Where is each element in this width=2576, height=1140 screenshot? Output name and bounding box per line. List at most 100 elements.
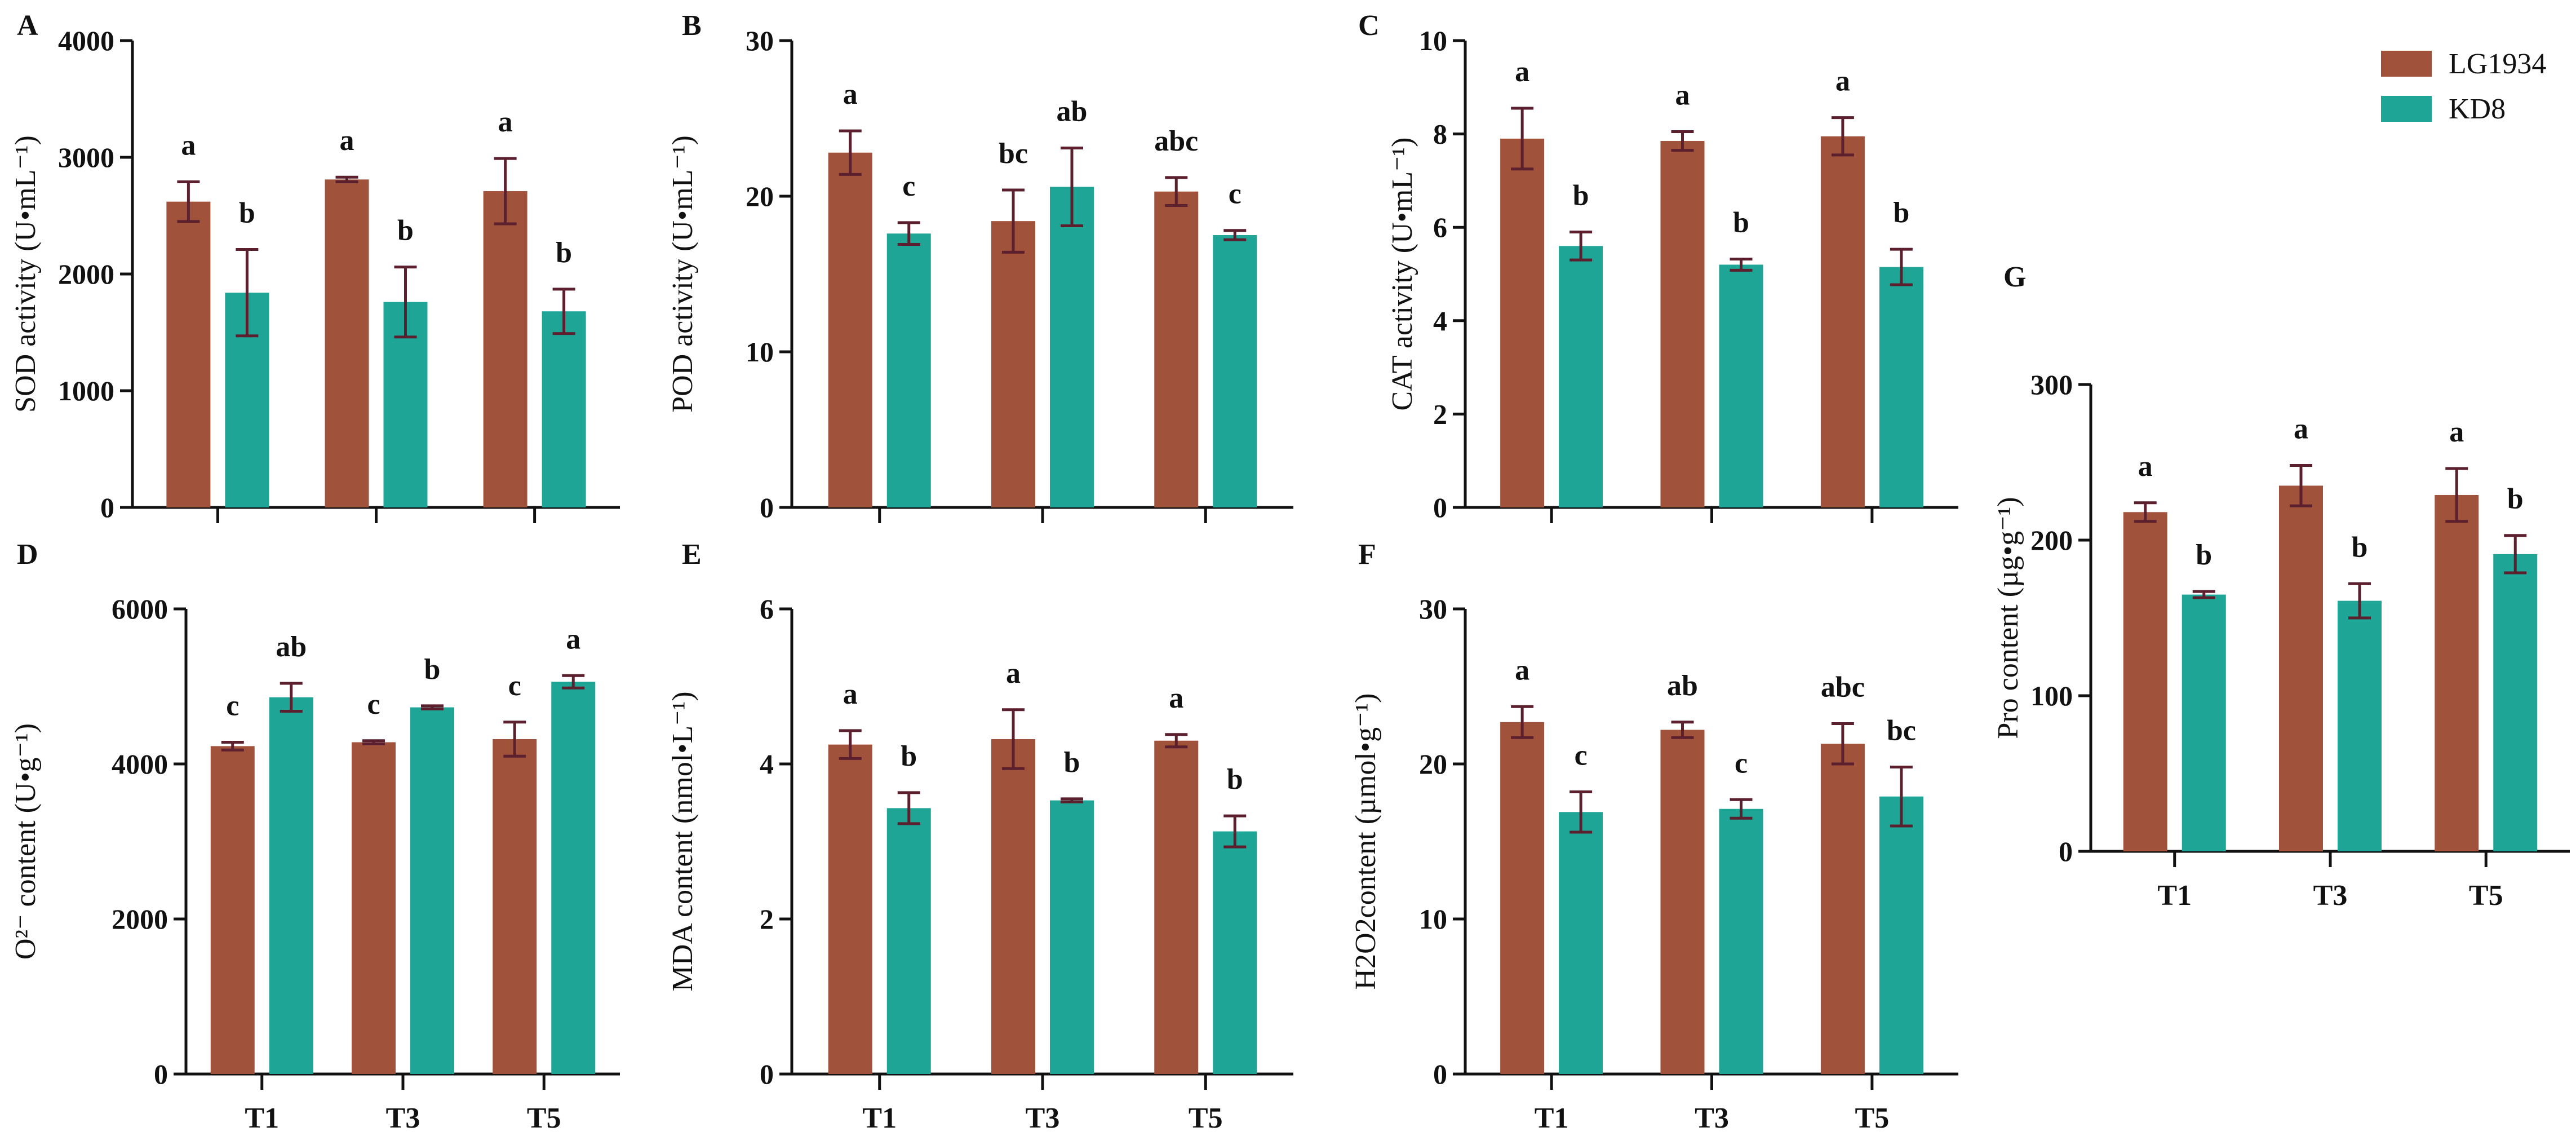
significance-letter: c: [1229, 178, 1242, 210]
y-tick-label: 300: [2030, 369, 2073, 400]
y-tick-label: 2000: [112, 903, 168, 935]
panel-a: A 0 1000 2000 3000 4000 SOD activity (U•mL⁻¹) a…: [10, 10, 620, 523]
x-tick-label: T3: [1695, 1102, 1729, 1134]
panel-c: C 0 2 4 6 8 10 CAT activity (U•mL⁻¹) a a a b b b: [1358, 10, 1958, 523]
significance-letter: a: [2294, 413, 2308, 445]
significance-letter: c: [508, 670, 521, 702]
bar-lg1934-t5: [1154, 191, 1199, 508]
significance-letter: bc: [1887, 715, 1916, 747]
x-tick-label: T3: [2313, 880, 2348, 912]
panel-label: D: [17, 538, 38, 571]
y-tick-label: 2000: [58, 258, 114, 290]
y-axis-title: MDA content (nmol•L⁻¹): [667, 691, 699, 991]
bar-lg1934-t5: [483, 191, 527, 507]
panel-d: D 0 2000 4000 6000 O²⁻ content (U•g⁻¹) T1 T3 T5 c…: [10, 538, 620, 1134]
bar-kd8-t1: [886, 233, 931, 507]
bar-kd8-t5: [542, 311, 586, 507]
y-tick-label: 30: [746, 25, 774, 56]
bar-lg1934-t1: [210, 746, 255, 1074]
y-tick-label: 0: [154, 1058, 168, 1090]
bar-lg1934-t3: [991, 739, 1035, 1074]
y-tick-label: 4: [1433, 305, 1447, 337]
y-tick-label: 0: [1433, 1058, 1447, 1090]
significance-letter: ab: [1667, 670, 1698, 702]
x-tick-label: T3: [1026, 1102, 1060, 1134]
bar-lg1934-t3: [2279, 485, 2323, 851]
legend-label-lg1934: LG1934: [2449, 48, 2546, 80]
significance-letter: a: [566, 623, 580, 655]
bar-lg1934-t3: [325, 179, 369, 508]
significance-letter: c: [1735, 747, 1748, 779]
bar-lg1934-t3: [352, 742, 396, 1074]
significance-letter: b: [1227, 763, 1243, 796]
bar-lg1934-t5: [1154, 740, 1199, 1074]
x-tick-label: T5: [1855, 1102, 1890, 1134]
significance-letter: ab: [276, 631, 307, 663]
y-tick-label: 100: [2030, 680, 2073, 712]
y-tick-label: 3000: [58, 142, 114, 173]
bar-lg1934-t5: [2435, 494, 2479, 851]
significance-letter: a: [1515, 654, 1529, 686]
significance-letter: a: [181, 129, 196, 161]
panel-label: G: [2003, 261, 2026, 293]
significance-letter: b: [1733, 207, 1749, 239]
bar-kd8-t1: [886, 808, 931, 1074]
bar-lg1934-t3: [1660, 730, 1705, 1074]
significance-letter: b: [2196, 539, 2212, 571]
significance-letter: b: [424, 653, 441, 686]
y-tick-label: 20: [1419, 748, 1447, 780]
y-axis-title: POD activity (U•mL⁻¹): [667, 135, 699, 413]
significance-letter: c: [902, 170, 915, 202]
bar-kd8-t1: [1559, 246, 1603, 507]
y-axis-title: SOD activity (U•mL⁻¹): [10, 135, 42, 413]
bar-kd8-t5: [551, 682, 596, 1074]
bar-lg1934-t5: [1820, 744, 1865, 1074]
panel-label: E: [682, 538, 702, 571]
significance-letter: a: [2449, 416, 2464, 448]
bar-kd8-t3: [1050, 800, 1094, 1074]
y-tick-label: 0: [760, 492, 774, 523]
bar-lg1934-t3: [991, 221, 1035, 507]
significance-letter: b: [1064, 746, 1080, 779]
panel-f: F 0 10 20 30 H2O2content (µmol•g⁻¹) T1 T3 T5 a ab a…: [1350, 538, 1958, 1134]
significance-letter: b: [1573, 179, 1589, 211]
panel-label: B: [682, 10, 702, 42]
bar-lg1934-t3: [1660, 141, 1705, 507]
legend-label-kd8: KD8: [2449, 93, 2506, 125]
significance-letter: bc: [999, 138, 1028, 170]
bar-kd8-t5: [2493, 554, 2538, 851]
bar-kd8-t5: [1213, 235, 1257, 507]
panel-g: G 0 100 200 300 Pro content (µg•g⁻¹) T1 T3 T5 a a a…: [1992, 261, 2570, 912]
bar-lg1934-t1: [2123, 512, 2167, 851]
y-tick-label: 20: [746, 180, 774, 212]
bar-kd8-t1: [2182, 594, 2226, 851]
significance-letter: a: [843, 678, 858, 710]
y-tick-label: 2: [1433, 398, 1447, 430]
y-axis-title: Pro content (µg•g⁻¹): [1992, 497, 2024, 739]
significance-letter: c: [367, 688, 380, 721]
legend-swatch-lg1934: [2381, 51, 2432, 77]
legend: LG1934 KD8: [2381, 48, 2546, 125]
significance-letter: a: [1169, 682, 1183, 714]
bar-lg1934-t1: [166, 201, 211, 507]
bar-lg1934-t5: [1820, 136, 1865, 508]
bar-kd8-t3: [1719, 808, 1763, 1074]
significance-letter: b: [901, 740, 917, 772]
y-tick-label: 4000: [58, 25, 114, 56]
y-tick-label: 8: [1433, 118, 1447, 150]
bar-lg1934-t1: [828, 152, 872, 508]
x-tick-label: T3: [386, 1102, 420, 1134]
bar-lg1934-t5: [493, 739, 537, 1074]
significance-letter: a: [1675, 79, 1690, 111]
bar-kd8-t1: [1559, 812, 1603, 1074]
y-tick-label: 10: [746, 336, 774, 368]
x-tick-label: T1: [1535, 1102, 1569, 1134]
significance-letter: b: [2352, 531, 2368, 563]
y-tick-label: 4: [760, 748, 774, 780]
y-tick-label: 10: [1419, 25, 1447, 56]
panel-e: E 0 2 4 6 MDA content (nmol•L⁻¹) T1 T3 T5 a a a b b b: [667, 538, 1293, 1134]
y-axis-title: O²⁻ content (U•g⁻¹): [10, 723, 42, 960]
bar-kd8-t5: [1879, 267, 1923, 507]
